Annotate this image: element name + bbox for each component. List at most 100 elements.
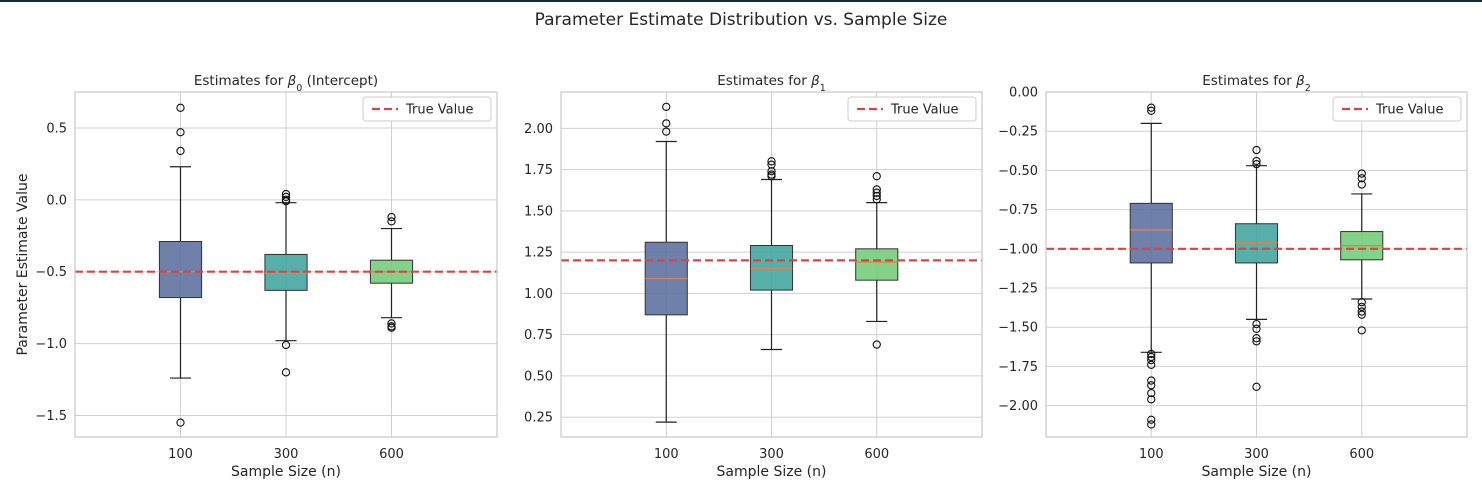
outlier-point [1252,382,1261,391]
outlier-point [1252,156,1261,166]
outlier-point [1252,334,1261,343]
outlier-point [872,188,881,197]
y-tick-label: 0.50 [524,369,553,384]
box-group-600 [855,172,899,349]
outlier-point [662,102,671,112]
outlier-point [1147,356,1156,365]
y-tick-label: −1.50 [998,321,1038,336]
outlier-point [1147,349,1156,359]
outlier-point [387,212,396,222]
outlier-point [176,146,185,156]
y-tick-label: −1.0 [35,337,67,352]
outlier-point [1357,326,1366,335]
outlier-point [1147,376,1156,385]
outlier-point [1147,395,1156,404]
box-iqr [749,245,794,291]
subplot-title: Estimates for β0 (Intercept) [194,73,378,94]
outlier-point [387,217,396,226]
box-group-100 [1129,103,1173,429]
y-tick-label: −1.5 [35,409,67,424]
outlier-point [767,172,776,181]
outlier-point [872,185,881,194]
y-tick-label: 1.25 [524,246,553,261]
outlier-point [1357,174,1366,183]
outlier-point [1147,103,1156,112]
axes-frame [1045,91,1468,438]
outlier-point [1357,302,1366,311]
box-iqr [1234,223,1279,264]
x-axis-label: Sample Size (n) [231,464,341,480]
x-axis-label: Sample Size (n) [717,464,827,480]
x-tick-label: 300 [274,447,299,462]
x-tick-label: 600 [379,447,404,462]
outlier-point [1147,420,1156,429]
outlier-point [1252,337,1261,346]
outlier-point [1357,180,1366,189]
box-group-100 [644,102,688,423]
x-axis-label: Sample Size (n) [1202,464,1312,480]
y-tick-label: 0.25 [524,411,553,426]
legend: True Value [362,96,492,122]
y-tick-label: −1.75 [998,360,1038,375]
y-tick-label: 0.75 [524,328,553,343]
y-tick-label: 0.5 [46,121,67,136]
outlier-point [176,128,185,137]
y-tick-label: 1.50 [524,204,553,219]
y-tick-label: −1.00 [998,242,1038,257]
legend-label: True Value [405,103,473,118]
y-tick-label: −0.25 [998,125,1038,140]
outlier-point [1147,360,1156,370]
outlier-point [1147,415,1156,424]
outlier-point [767,160,776,169]
outlier-point [387,323,396,332]
subplot-1: −1.5 −1.0 −0.5 0.0 0.5 100 300 600 Estimates for… [15,73,498,480]
box-group-300 [264,189,308,377]
x-tick-label: 100 [168,447,193,462]
legend-box [1332,96,1462,122]
axes-frame [560,91,983,438]
box-group-300 [749,157,794,351]
subplot-2: 0.25 0.50 0.75 1.00 1.25 1.50 1.75 2.00 100 300 60… [524,73,983,480]
outlier-point [1252,145,1261,155]
outlier-point [872,340,881,349]
box-group-300 [1234,145,1279,391]
y-tick-label: 0.0 [46,193,67,208]
x-tick-label: 100 [654,447,679,462]
outlier-point [1252,324,1261,333]
y-tick-label: 2.00 [524,122,553,137]
y-tick-label: −0.50 [998,164,1038,179]
outlier-point [1147,106,1156,115]
outlier-point [1357,307,1366,316]
outlier-point [281,192,291,202]
subplot-title: Estimates for β1 [717,73,825,94]
outlier-point [281,368,291,377]
y-tick-label: −2.00 [998,399,1038,414]
legend-label: True Value [1375,103,1443,118]
box-group-100 [158,103,203,427]
outlier-point [1357,297,1366,307]
outlier-point [176,418,185,427]
outlier-point [387,319,396,328]
box-group-600 [1340,169,1384,335]
y-tick-label: 0.00 [1009,86,1038,101]
outlier-point [1357,169,1366,178]
outlier-point [662,127,671,136]
window-top-border [0,0,1482,2]
y-tick-label: −1.25 [998,282,1038,297]
outlier-point [872,195,881,204]
subplot-3: −2.00 −1.75 −1.50 −1.25 −1.00 −0.75 −0.50 −0.25… [998,73,1468,480]
legend-box [847,96,977,122]
x-tick-label: 300 [759,447,784,462]
outlier-point [767,167,776,176]
outlier-point [1147,381,1156,390]
outlier-point [281,197,291,206]
box-iqr [158,241,203,299]
y-tick-label: −0.5 [35,265,67,280]
legend: True Value [1332,96,1462,122]
outlier-point [1357,310,1366,319]
legend: True Value [847,96,977,122]
x-tick-label: 600 [1349,447,1374,462]
legend-label: True Value [890,103,958,118]
outlier-point [1147,352,1156,362]
box-iqr [855,248,899,281]
